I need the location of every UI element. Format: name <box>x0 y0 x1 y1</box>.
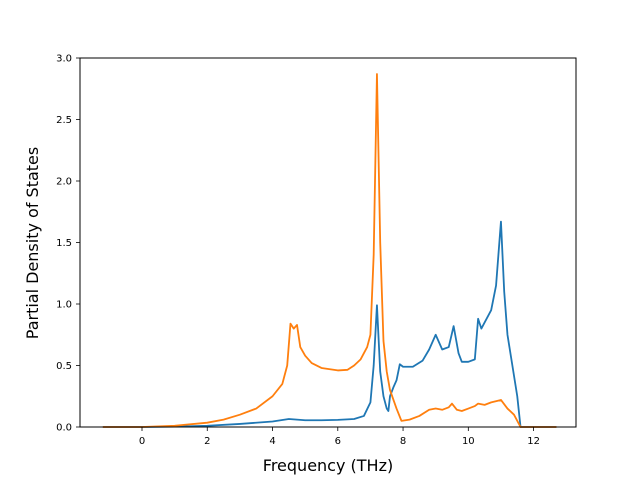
x-tick-label: 10 <box>462 436 475 447</box>
x-tick-label: 0 <box>139 436 145 447</box>
y-tick-label: 2.0 <box>56 177 72 188</box>
x-tick-label: 2 <box>204 436 210 447</box>
y-tick-label: 1.0 <box>56 300 72 311</box>
x-axis: 0 2 4 6 8 10 12 <box>139 427 540 447</box>
y-tick-label: 0.0 <box>56 423 72 434</box>
plot-area <box>102 73 557 428</box>
y-tick-label: 1.5 <box>56 238 72 249</box>
x-axis-label: Frequency (THz) <box>263 456 393 475</box>
x-tick-label: 6 <box>335 436 341 447</box>
y-tick-label: 3.0 <box>56 54 72 65</box>
y-axis-label: Partial Density of States <box>23 147 42 339</box>
x-tick-label: 8 <box>400 436 406 447</box>
y-tick-label: 0.5 <box>56 361 72 372</box>
x-tick-label: 12 <box>527 436 540 447</box>
y-axis: 0.0 0.5 1.0 1.5 2.0 2.5 3.0 <box>56 54 80 434</box>
series-line-1 <box>102 220 557 428</box>
series-line-2 <box>102 73 557 428</box>
x-tick-label: 4 <box>269 436 275 447</box>
y-tick-label: 2.5 <box>56 115 72 126</box>
